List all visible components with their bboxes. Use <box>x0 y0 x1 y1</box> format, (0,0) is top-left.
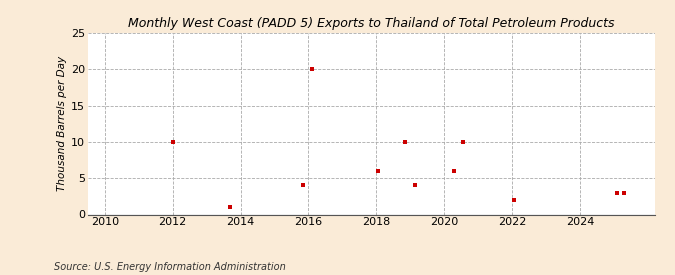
Y-axis label: Thousand Barrels per Day: Thousand Barrels per Day <box>57 56 67 191</box>
Point <box>373 169 383 173</box>
Point <box>306 67 317 72</box>
Point <box>410 183 421 188</box>
Text: Source: U.S. Energy Information Administration: Source: U.S. Energy Information Administ… <box>54 262 286 272</box>
Point <box>619 191 630 195</box>
Point <box>458 140 468 144</box>
Point <box>449 169 460 173</box>
Point <box>508 198 519 202</box>
Point <box>400 140 410 144</box>
Point <box>298 183 308 188</box>
Point <box>167 140 178 144</box>
Title: Monthly West Coast (PADD 5) Exports to Thailand of Total Petroleum Products: Monthly West Coast (PADD 5) Exports to T… <box>128 17 614 31</box>
Point <box>225 205 236 210</box>
Point <box>612 191 623 195</box>
